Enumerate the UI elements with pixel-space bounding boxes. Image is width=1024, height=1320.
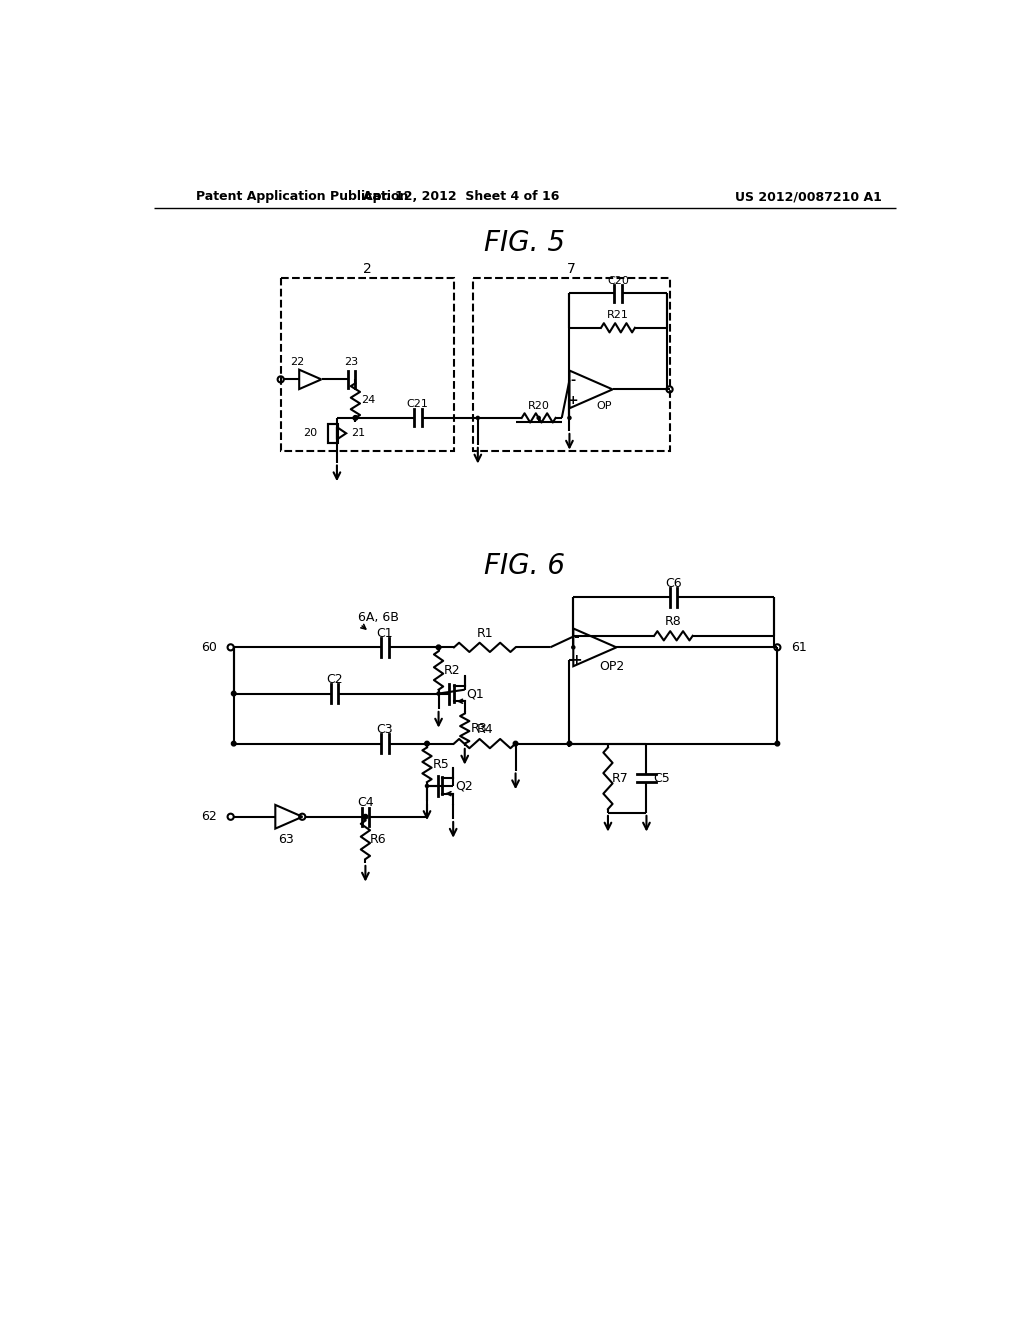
Circle shape bbox=[775, 742, 779, 746]
Circle shape bbox=[476, 416, 479, 420]
Text: Apr. 12, 2012  Sheet 4 of 16: Apr. 12, 2012 Sheet 4 of 16 bbox=[364, 190, 560, 203]
Bar bbox=[473, 277, 670, 451]
Text: C21: C21 bbox=[407, 399, 429, 409]
Circle shape bbox=[364, 814, 368, 818]
Circle shape bbox=[568, 416, 571, 420]
Text: R4: R4 bbox=[476, 723, 494, 737]
Text: R1: R1 bbox=[476, 627, 494, 640]
Text: C2: C2 bbox=[327, 673, 343, 686]
Text: FIG. 5: FIG. 5 bbox=[484, 230, 565, 257]
Text: 7: 7 bbox=[566, 261, 575, 276]
Bar bbox=[328, 424, 339, 442]
Circle shape bbox=[538, 416, 541, 420]
Circle shape bbox=[231, 692, 237, 696]
Circle shape bbox=[513, 742, 518, 746]
Circle shape bbox=[437, 692, 440, 696]
Text: US 2012/0087210 A1: US 2012/0087210 A1 bbox=[735, 190, 882, 203]
Text: -: - bbox=[570, 374, 575, 387]
Text: C3: C3 bbox=[377, 723, 393, 737]
Text: R2: R2 bbox=[444, 664, 461, 677]
Text: R21: R21 bbox=[607, 310, 629, 321]
Text: C20: C20 bbox=[607, 276, 629, 286]
Circle shape bbox=[353, 416, 357, 420]
Text: Q1: Q1 bbox=[467, 686, 484, 700]
Circle shape bbox=[436, 645, 441, 649]
Text: C5: C5 bbox=[653, 772, 671, 785]
Text: R5: R5 bbox=[432, 758, 450, 771]
Text: 60: 60 bbox=[201, 640, 217, 653]
Text: R6: R6 bbox=[370, 833, 386, 846]
Text: 63: 63 bbox=[279, 833, 294, 846]
Text: 62: 62 bbox=[201, 810, 217, 824]
Text: R20: R20 bbox=[527, 400, 550, 411]
Text: OP: OP bbox=[596, 401, 612, 412]
Text: 6A, 6B: 6A, 6B bbox=[357, 611, 398, 624]
Text: R8: R8 bbox=[665, 615, 682, 628]
Circle shape bbox=[231, 742, 237, 746]
Circle shape bbox=[571, 645, 574, 649]
Text: C1: C1 bbox=[377, 627, 393, 640]
Text: 23: 23 bbox=[344, 358, 358, 367]
Circle shape bbox=[425, 742, 429, 746]
Text: C4: C4 bbox=[357, 796, 374, 809]
Text: 22: 22 bbox=[291, 358, 305, 367]
Text: FIG. 6: FIG. 6 bbox=[484, 553, 565, 581]
Bar bbox=[281, 277, 454, 451]
Text: R3: R3 bbox=[470, 722, 487, 735]
Text: 61: 61 bbox=[792, 640, 807, 653]
Text: C6: C6 bbox=[666, 577, 682, 590]
Text: 2: 2 bbox=[362, 261, 372, 276]
Circle shape bbox=[567, 742, 571, 746]
Bar bbox=[328, 424, 337, 442]
Text: 21: 21 bbox=[351, 428, 365, 438]
Text: OP2: OP2 bbox=[599, 660, 625, 673]
Text: +: + bbox=[570, 652, 583, 667]
Text: -: - bbox=[573, 630, 580, 644]
Text: +: + bbox=[568, 393, 579, 407]
Circle shape bbox=[425, 784, 429, 788]
Text: Patent Application Publication: Patent Application Publication bbox=[196, 190, 409, 203]
Text: R7: R7 bbox=[612, 772, 629, 785]
Text: 20: 20 bbox=[303, 428, 316, 438]
Text: 24: 24 bbox=[361, 395, 376, 405]
Text: Q2: Q2 bbox=[455, 779, 473, 792]
